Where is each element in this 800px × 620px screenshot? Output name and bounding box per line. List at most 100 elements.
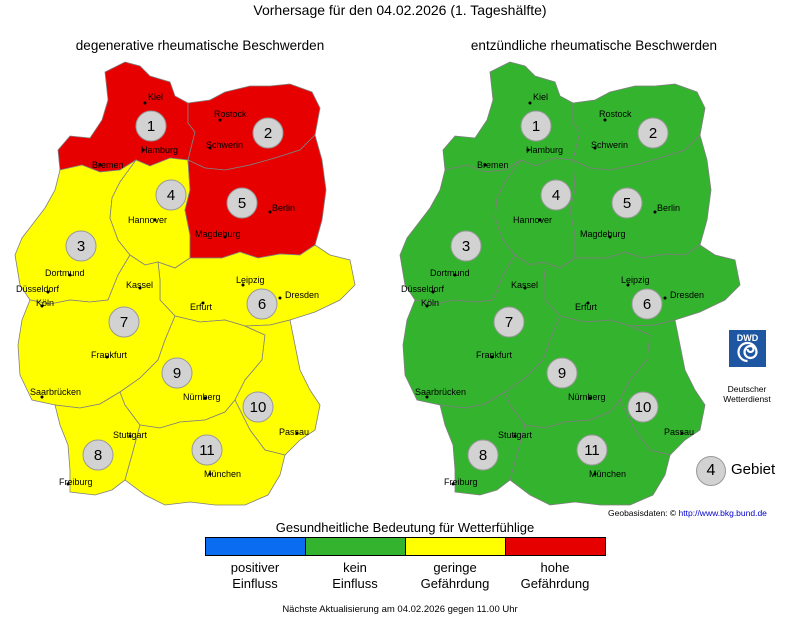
region-2-marker [252, 117, 284, 149]
city-label: Rostock [599, 109, 632, 119]
region-6-marker [631, 288, 663, 320]
city-label: München [204, 469, 241, 479]
region-10-number: 10 [635, 399, 652, 416]
city-label: Stuttgart [498, 430, 533, 440]
region-4-number: 4 [552, 187, 560, 204]
city-label: Dortmund [430, 268, 470, 278]
city-label: Passau [664, 427, 694, 437]
city-label: Hannover [128, 215, 167, 225]
city-dot [663, 296, 667, 300]
region-3-marker [65, 230, 97, 262]
map-title-degenerative: degenerative rheumatische Beschwerden [75, 38, 325, 53]
city-dot [268, 210, 272, 214]
region-1-area [442, 61, 581, 173]
region-9-number: 9 [558, 365, 566, 382]
legend-swatch-positive [205, 537, 306, 556]
city-label: Saarbrücken [30, 387, 81, 397]
city-dot [626, 283, 630, 287]
legend-swatch-high [505, 537, 606, 556]
city-label: Magdeburg [195, 229, 241, 239]
legend-heading: Gesundheitliche Bedeutung für Wetterfühl… [275, 520, 535, 535]
city-label: Freiburg [444, 477, 478, 487]
city-dot [40, 304, 44, 308]
city-label: Stuttgart [113, 430, 148, 440]
city-dot [46, 290, 50, 294]
city-dot [105, 355, 109, 359]
city-label: Erfurt [190, 302, 213, 312]
geodata-source: Geobasisdaten: © http://www.bkg.bund.de [608, 508, 767, 518]
city-label: Berlin [657, 203, 680, 213]
city-dot [40, 395, 44, 399]
city-label: Düsseldorf [16, 284, 60, 294]
city-label: Frankfurt [476, 350, 513, 360]
dwd-logo-icon: DWD [729, 330, 766, 367]
legend-swatch-none [305, 537, 406, 556]
city-dot [586, 301, 590, 305]
city-label: Dresden [670, 290, 704, 300]
legend-swatch-low [405, 537, 506, 556]
city-label: München [589, 469, 626, 479]
region-1-marker [135, 110, 167, 142]
region-6-number: 6 [258, 296, 266, 313]
next-update-note: Nächste Aktualisierung am 04.02.2026 geg… [282, 604, 518, 615]
region-9-marker [546, 357, 578, 389]
city-label: Leipzig [236, 275, 265, 285]
region-9-marker [161, 357, 193, 389]
city-label: Kassel [126, 280, 153, 290]
city-dot [513, 434, 517, 438]
region-11-number: 11 [584, 442, 600, 459]
region-4-marker [540, 179, 572, 211]
dwd-name: Deutscher Wetterdienst [723, 384, 771, 404]
city-label: Nürnberg [568, 392, 606, 402]
region-7-marker [108, 306, 140, 338]
region-2-number: 2 [264, 125, 272, 142]
city-dot [208, 472, 212, 476]
legend-label-low: geringe Gefährdung [420, 560, 490, 591]
region-3-marker [450, 230, 482, 262]
city-dot [431, 290, 435, 294]
city-dot [98, 163, 102, 167]
region-11-number: 11 [199, 442, 215, 459]
city-dot [68, 273, 72, 277]
city-label: Magdeburg [580, 229, 626, 239]
germany-map-degenerative: 1 2 3 4 5 6 7 8 9 10 11 Kiel Rostock Hamburg Schwerin B… [14, 61, 356, 506]
city-dot [593, 146, 597, 150]
city-label: Bremen [477, 160, 509, 170]
forecast-title: Vorhersage für den 04.02.2026 (1. Tagesh… [253, 2, 547, 18]
region-10-marker [242, 391, 274, 423]
region-5-number: 5 [623, 195, 631, 212]
geodata-link[interactable]: http://www.bkg.bund.de [678, 508, 767, 518]
region-5-number: 5 [238, 195, 246, 212]
city-dot [608, 235, 612, 239]
city-dot [528, 101, 532, 105]
city-label: Schwerin [206, 140, 243, 150]
city-label: Passau [279, 427, 309, 437]
city-label: Freiburg [59, 477, 93, 487]
germany-map-inflammatory: 1 2 3 4 5 6 7 8 9 10 11 Kiel Rostock Hamburg Schwerin B… [399, 61, 741, 506]
city-dot [203, 396, 207, 400]
legend-label-positive: positiver Einfluss [230, 560, 280, 591]
city-dot [526, 148, 530, 152]
city-dot [218, 118, 222, 122]
city-label: Kassel [511, 280, 538, 290]
city-label: Dortmund [45, 268, 85, 278]
city-dot [241, 283, 245, 287]
city-dot [141, 148, 145, 152]
city-dot [153, 218, 157, 222]
region-6-number: 6 [643, 296, 651, 313]
city-label: Frankfurt [91, 350, 128, 360]
region-3-number: 3 [77, 238, 85, 255]
city-label: Köln [36, 298, 54, 308]
region-3-number: 3 [462, 238, 470, 255]
city-dot [201, 301, 205, 305]
region-11-marker [191, 434, 223, 466]
city-label: Dresden [285, 290, 319, 300]
region-1-marker [520, 110, 552, 142]
city-dot [66, 482, 70, 486]
region-1-number: 1 [532, 118, 540, 135]
region-4-number: 4 [167, 187, 175, 204]
city-dot [223, 235, 227, 239]
city-dot [653, 210, 657, 214]
city-label: Berlin [272, 203, 295, 213]
